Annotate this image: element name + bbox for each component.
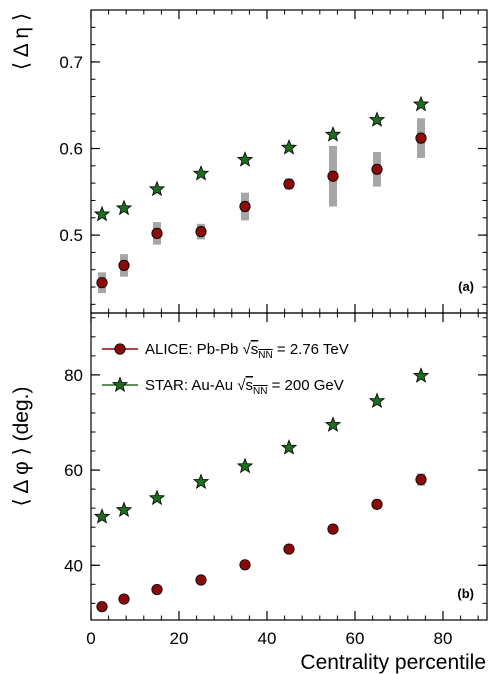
legend-entry: STAR: Au-Au √sNN = 200 GeV bbox=[145, 377, 344, 397]
star-point bbox=[324, 126, 342, 142]
star-point bbox=[368, 392, 386, 409]
star-point bbox=[368, 111, 386, 127]
alice-point bbox=[151, 227, 163, 239]
legend-sqrt: s bbox=[246, 377, 254, 394]
legend-entry: ALICE: Pb-Pb √sNN = 2.76 TeV bbox=[145, 341, 349, 361]
star-point bbox=[115, 501, 133, 518]
y-axis-title: ⟨ Δ φ ⟩ (deg.) bbox=[10, 387, 33, 507]
panel-b: 40 60 80 0 20 40 60 80 ⟨ Δ φ ⟩ (deg.) Centrality … bbox=[10, 312, 488, 674]
star-point bbox=[412, 95, 430, 112]
y-tick-label: 0.5 bbox=[59, 226, 83, 245]
legend-radical: √ bbox=[237, 377, 246, 394]
star-point bbox=[280, 439, 298, 455]
alice-point bbox=[96, 601, 108, 613]
alice-point bbox=[283, 543, 295, 555]
legend-sqrt: s bbox=[251, 341, 259, 358]
x-tick-label: 0 bbox=[86, 629, 95, 648]
panel-label: (b) bbox=[457, 586, 474, 601]
x-axis-title: Centrality percentile bbox=[300, 651, 486, 674]
y-axis-title: ⟨ Δ η ⟩ bbox=[10, 13, 33, 70]
y-tick-label: 60 bbox=[64, 461, 83, 480]
plot-frame bbox=[90, 312, 488, 621]
star-point bbox=[412, 367, 430, 383]
star-point bbox=[236, 457, 254, 474]
y-tick-label: 80 bbox=[64, 366, 83, 385]
alice-point bbox=[239, 559, 251, 571]
legend-sub: NN bbox=[258, 350, 272, 361]
star-point bbox=[115, 199, 133, 216]
panel-a: 0.5 0.6 0.7 ⟨ Δ η ⟩ (a) bbox=[10, 9, 488, 314]
legend-marker-star bbox=[111, 376, 129, 392]
alice-point bbox=[415, 473, 427, 486]
alice-point bbox=[195, 226, 207, 238]
x-tick-label: 40 bbox=[258, 629, 277, 648]
panel-label: (a) bbox=[458, 279, 474, 294]
legend-radical: √ bbox=[243, 341, 252, 358]
legend-suffix: = 200 GeV bbox=[267, 377, 343, 394]
alice-point bbox=[195, 574, 207, 586]
alice-point bbox=[118, 593, 130, 605]
star-point bbox=[93, 508, 111, 524]
alice-point bbox=[327, 523, 339, 535]
star-point bbox=[236, 151, 254, 167]
alice-point bbox=[371, 163, 383, 175]
x-tick-label: 80 bbox=[434, 629, 453, 648]
legend-prefix: ALICE: Pb-Pb bbox=[145, 341, 243, 358]
alice-point bbox=[96, 277, 108, 289]
legend-prefix: STAR: Au-Au bbox=[145, 377, 237, 394]
legend-marker-alice bbox=[114, 343, 126, 355]
alice-point bbox=[371, 498, 383, 510]
plot-frame bbox=[90, 9, 488, 314]
x-tick-label: 20 bbox=[170, 629, 189, 648]
alice-point bbox=[415, 132, 427, 144]
alice-point bbox=[283, 178, 295, 190]
alice-point bbox=[327, 170, 339, 182]
star-point bbox=[93, 205, 111, 222]
x-tick-label: 60 bbox=[346, 629, 365, 648]
alice-point bbox=[239, 200, 251, 213]
alice-point bbox=[118, 259, 130, 271]
star-point bbox=[148, 180, 166, 197]
star-point bbox=[192, 473, 210, 489]
alice-point bbox=[151, 583, 163, 596]
y-tick-label: 40 bbox=[64, 556, 83, 575]
legend-sub: NN bbox=[253, 386, 267, 397]
y-tick-label: 0.6 bbox=[59, 140, 83, 159]
star-point bbox=[192, 165, 210, 181]
star-point bbox=[280, 139, 298, 155]
star-point bbox=[324, 416, 342, 432]
legend-suffix: = 2.76 TeV bbox=[273, 341, 349, 358]
star-point bbox=[148, 489, 166, 506]
y-tick-label: 0.7 bbox=[59, 53, 83, 72]
